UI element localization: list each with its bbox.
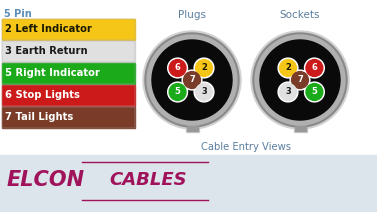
- Text: 2: 2: [285, 64, 291, 73]
- Circle shape: [182, 70, 202, 90]
- Text: 5: 5: [175, 88, 181, 96]
- Circle shape: [147, 35, 237, 125]
- Bar: [2, 41, 135, 62]
- Text: Plugs: Plugs: [178, 10, 206, 20]
- Text: Cable Entry Views: Cable Entry Views: [201, 142, 291, 152]
- Bar: [0, 0, 377, 155]
- Bar: [2, 63, 135, 84]
- Circle shape: [169, 60, 186, 76]
- Text: 7: 7: [189, 75, 195, 85]
- Circle shape: [255, 35, 345, 125]
- Circle shape: [306, 84, 323, 100]
- Circle shape: [169, 84, 186, 100]
- Circle shape: [305, 82, 324, 102]
- Bar: [2, 41, 135, 62]
- Text: 3: 3: [201, 88, 207, 96]
- Circle shape: [145, 33, 239, 127]
- Text: Sockets: Sockets: [280, 10, 320, 20]
- Circle shape: [253, 33, 347, 127]
- Bar: [2, 19, 135, 40]
- Circle shape: [152, 40, 232, 120]
- Text: 7 Tail Lights: 7 Tail Lights: [5, 112, 73, 122]
- Circle shape: [194, 58, 214, 78]
- Text: 3 Earth Return: 3 Earth Return: [5, 46, 87, 56]
- Bar: [185, 123, 199, 132]
- Circle shape: [290, 70, 310, 90]
- Text: 6 Stop Lights: 6 Stop Lights: [5, 90, 80, 100]
- Circle shape: [278, 58, 298, 78]
- Text: 6: 6: [311, 64, 317, 73]
- Circle shape: [260, 40, 340, 120]
- Circle shape: [168, 58, 187, 78]
- Bar: [2, 107, 135, 128]
- Bar: [2, 19, 135, 40]
- Bar: [2, 85, 135, 106]
- Text: CABLES: CABLES: [109, 171, 187, 189]
- Bar: [2, 85, 135, 106]
- Text: 5 Right Indicator: 5 Right Indicator: [5, 68, 100, 78]
- Bar: [294, 123, 307, 132]
- Circle shape: [251, 31, 349, 129]
- Text: 6: 6: [175, 64, 181, 73]
- Circle shape: [278, 82, 298, 102]
- Bar: [2, 63, 135, 84]
- Bar: [0, 155, 377, 212]
- Circle shape: [280, 60, 296, 76]
- Text: ELCON: ELCON: [7, 170, 85, 190]
- Circle shape: [143, 31, 241, 129]
- Text: 5 Pin: 5 Pin: [4, 9, 32, 19]
- Text: 7: 7: [297, 75, 303, 85]
- Circle shape: [194, 82, 214, 102]
- Circle shape: [291, 72, 308, 88]
- Circle shape: [280, 84, 296, 100]
- Circle shape: [184, 72, 201, 88]
- Text: 2 Left Indicator: 2 Left Indicator: [5, 24, 92, 34]
- Bar: [187, 124, 198, 131]
- Circle shape: [305, 58, 324, 78]
- Circle shape: [196, 60, 212, 76]
- Bar: [294, 124, 305, 131]
- Circle shape: [306, 60, 323, 76]
- Circle shape: [196, 84, 212, 100]
- Text: 5: 5: [311, 88, 317, 96]
- Circle shape: [168, 82, 187, 102]
- Text: 3: 3: [285, 88, 291, 96]
- Bar: [2, 107, 135, 128]
- Text: 2: 2: [201, 64, 207, 73]
